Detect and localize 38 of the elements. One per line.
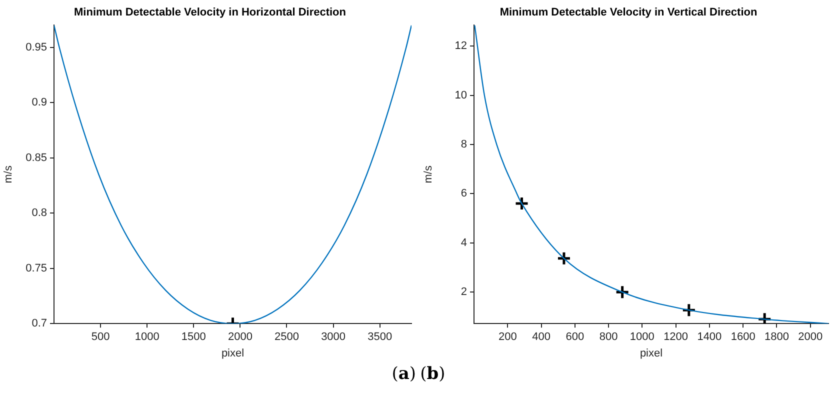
x-tick-label: 600 xyxy=(566,331,584,344)
x-tick-label: 3500 xyxy=(368,331,392,344)
y-tick-label: 6 xyxy=(460,188,467,200)
x-tick-label: 3000 xyxy=(321,331,346,344)
text: (a) xyxy=(392,364,416,384)
x-tick-label: 800 xyxy=(599,331,618,344)
x-tick-label: 1500 xyxy=(181,331,206,344)
x-tick-label: 2000 xyxy=(228,331,252,344)
y-tick-label: 10 xyxy=(454,89,467,102)
y-tick-label: 0.8 xyxy=(32,207,47,220)
y-tick-label: 2 xyxy=(460,286,467,298)
x-tick-label: 1600 xyxy=(730,331,756,344)
line-series xyxy=(474,25,828,324)
y-tick-label: 0.85 xyxy=(26,152,47,164)
y-tick-label: 0.7 xyxy=(32,318,47,330)
x-tick-label: 1000 xyxy=(134,331,160,344)
y-axis-title: m/s xyxy=(2,165,15,184)
x-tick-label: 400 xyxy=(532,331,550,344)
x-tick-label: 500 xyxy=(91,331,110,344)
x-axis-title: pixel xyxy=(221,347,244,360)
x-tick-label: 1800 xyxy=(764,331,789,344)
x-tick-label: 200 xyxy=(498,331,517,344)
x-tick-label: 1200 xyxy=(664,331,688,344)
x-axis-title: pixel xyxy=(640,347,663,360)
y-tick-label: 0.9 xyxy=(32,96,47,109)
x-tick-label: 1000 xyxy=(630,331,654,344)
text: (b) xyxy=(420,364,446,384)
y-tick-label: 0.75 xyxy=(26,262,47,274)
x-tick-label: 1400 xyxy=(697,331,722,344)
y-tick-label: 4 xyxy=(460,236,467,249)
y-tick-label: 12 xyxy=(454,40,467,52)
x-tick-label: 2500 xyxy=(274,331,299,344)
chart-title: Minimum Detectable Velocity in Horizontal Direction xyxy=(74,6,346,19)
y-tick-label: 0.95 xyxy=(26,41,47,54)
y-tick-label: 8 xyxy=(460,138,467,151)
chart-title: Minimum Detectable Velocity in Vertical Direction xyxy=(500,6,758,19)
y-axis-title: m/s xyxy=(422,165,435,184)
x-tick-label: 2000 xyxy=(798,331,823,344)
